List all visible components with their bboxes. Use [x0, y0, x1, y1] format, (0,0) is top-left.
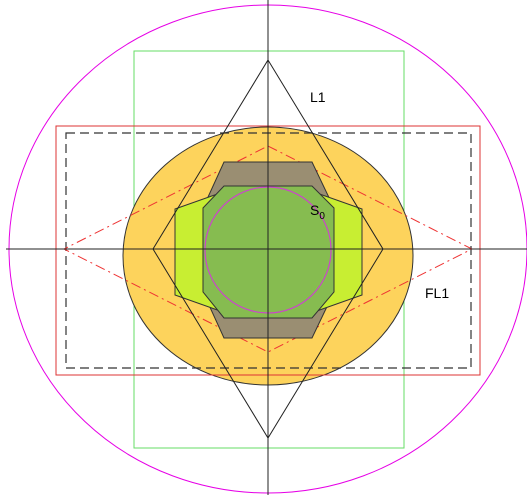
label-s0-base: S [310, 202, 319, 218]
label-s0-subscript: 0 [319, 211, 325, 222]
label-s0: S0 [310, 202, 325, 222]
label-fl1: FL1 [425, 285, 449, 301]
red-dashed-rhombus [62, 145, 474, 353]
label-l1: L1 [310, 89, 326, 105]
